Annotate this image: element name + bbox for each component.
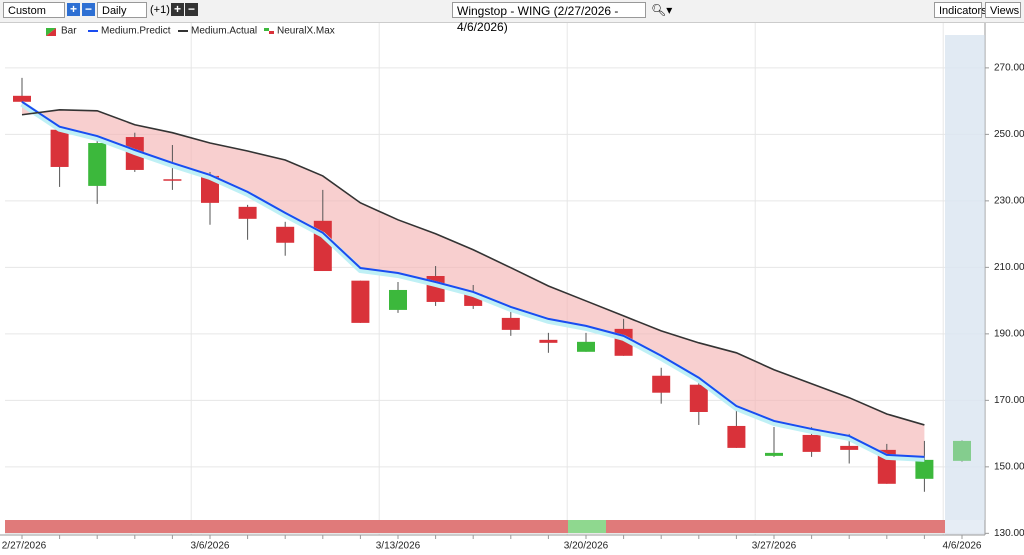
legend: Bar Medium.Predict Medium.Actual NeuralX… <box>46 26 335 37</box>
candle-body <box>163 179 182 181</box>
zoom-out[interactable]: − <box>82 3 95 16</box>
x-tick-label: 3/27/2026 <box>752 541 797 552</box>
x-tick-label: 4/6/2026 <box>943 541 982 552</box>
x-tick-label: 2/27/2026 <box>2 541 47 552</box>
candle-body <box>13 95 31 102</box>
candle-body <box>915 459 934 479</box>
y-tick-label: 270.00 <box>994 63 1024 74</box>
y-tick-label: 170.00 <box>994 395 1024 406</box>
legend-label: Medium.Predict <box>101 26 171 37</box>
candle-body <box>689 384 708 412</box>
forecast-overlay <box>945 35 985 520</box>
candle-body <box>389 289 407 310</box>
legend-label: NeuralX.Max <box>277 26 335 37</box>
x-tick-label: 3/13/2026 <box>376 541 421 552</box>
views-button[interactable]: Views <box>985 2 1021 18</box>
x-tick-label: 3/6/2026 <box>191 541 230 552</box>
legend-icon <box>46 28 56 36</box>
candle-body <box>539 339 558 343</box>
y-tick-label: 250.00 <box>994 129 1024 140</box>
candle-body <box>577 341 595 352</box>
candle-body <box>840 445 859 450</box>
y-tick-label: 130.00 <box>994 528 1024 539</box>
candle-body <box>201 175 219 203</box>
toolbar: Custom + − Daily + (+1) − Wingstop - WIN… <box>0 0 1024 34</box>
legend-label: Bar <box>61 26 77 37</box>
candle-body <box>351 280 370 323</box>
y-tick-label: 210.00 <box>994 262 1024 273</box>
candle-body <box>276 226 295 243</box>
candle-body <box>501 317 520 330</box>
line-glow <box>20 101 925 462</box>
offset-plus[interactable]: + <box>171 3 184 16</box>
line <box>21 100 925 458</box>
candle-body <box>464 293 483 306</box>
symbol-title[interactable]: Wingstop - WING (2/27/2026 - 4/6/2026) <box>452 2 646 34</box>
offset-minus[interactable]: − <box>185 3 198 16</box>
candle-body <box>50 129 69 167</box>
y-tick-label: 230.00 <box>994 196 1024 207</box>
interval-select[interactable]: Daily <box>97 2 147 18</box>
zoom-in[interactable]: + <box>67 3 80 16</box>
range-select[interactable]: Custom <box>3 2 65 18</box>
legend-label: Medium.Actual <box>191 26 257 37</box>
candle-body <box>802 434 821 452</box>
y-tick-label: 190.00 <box>994 328 1024 339</box>
legend-icon <box>264 28 269 31</box>
signal-strip-up <box>568 520 606 533</box>
signal-strip <box>5 520 945 533</box>
candle-body <box>652 375 671 393</box>
legend-icon <box>269 31 274 34</box>
indicators-button[interactable]: Indicators <box>934 2 987 18</box>
search-icon[interactable]: 🔍︎▾ <box>651 3 673 17</box>
x-tick-label: 3/20/2026 <box>564 541 609 552</box>
line <box>21 108 925 426</box>
y-tick-label: 150.00 <box>994 461 1024 472</box>
candle-body <box>765 452 783 456</box>
candle-body <box>727 425 746 448</box>
candle-body <box>238 206 257 219</box>
candle-body <box>88 143 107 186</box>
candle-body <box>953 440 971 461</box>
spread-fill <box>22 101 925 457</box>
offset: (+1) <box>150 4 170 16</box>
